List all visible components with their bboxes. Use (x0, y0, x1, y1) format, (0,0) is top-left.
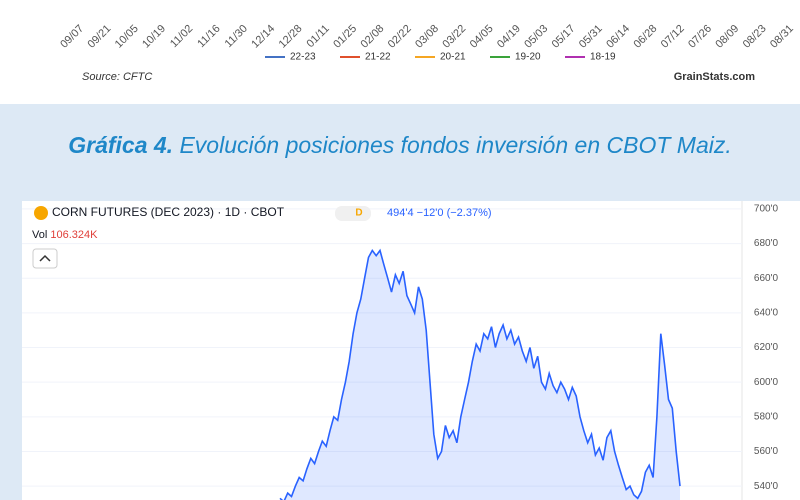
caption-label: Gráfica 4. (68, 132, 173, 158)
y-tick-label: 580'0 (754, 411, 779, 422)
y-tick-label: 640'0 (754, 308, 779, 319)
y-tick-label: 560'0 (754, 446, 779, 457)
y-tick-label: 700'0 (754, 204, 779, 215)
coin-icon (34, 206, 48, 220)
area-fill (280, 250, 680, 500)
price-panel (22, 201, 800, 500)
quote: 494'4 −12'0 (−2.37%) (387, 207, 492, 219)
legend-label: 20-21 (440, 52, 466, 63)
price-line (279, 248, 681, 500)
quote-change: −12'0 (−2.37%) (417, 207, 492, 219)
legend-label: 19-20 (515, 52, 541, 63)
quote-price: 494'4 (387, 207, 414, 219)
badge (335, 206, 371, 221)
y-tick-label: 680'0 (754, 238, 779, 249)
legend-label: 21-22 (365, 52, 391, 63)
volume-label: Vol 106.324K (32, 229, 98, 241)
interval: D (355, 208, 362, 219)
chevron (39, 254, 51, 262)
caption-text: Evolución posiciones fondos inversión en… (179, 132, 731, 158)
source: Source: CFTC (82, 71, 152, 83)
legend-label: 22-23 (290, 52, 316, 63)
caption: Gráfica 4. Evolución posiciones fondos i… (68, 132, 732, 158)
credit: GrainStats.com (674, 71, 756, 83)
price-title: CORN FUTURES (DEC 2023) · 1D · CBOT (52, 205, 285, 219)
grid: 700'0 680'0 660'0 640'0 620'0 600'0 580'0 560'0… (22, 204, 779, 492)
vol-value: 106.324K (50, 229, 98, 241)
y-tick-label: 620'0 (754, 342, 779, 353)
vol-label: Vol (32, 229, 47, 241)
legend-label: 18-19 (590, 52, 616, 63)
y-tick-label: 600'0 (754, 377, 779, 388)
y-tick-label: 660'0 (754, 273, 779, 284)
collapse-button[interactable] (32, 248, 58, 269)
plot (279, 248, 681, 500)
y-tick-label: 540'0 (754, 481, 779, 492)
top-panel (0, 0, 800, 104)
